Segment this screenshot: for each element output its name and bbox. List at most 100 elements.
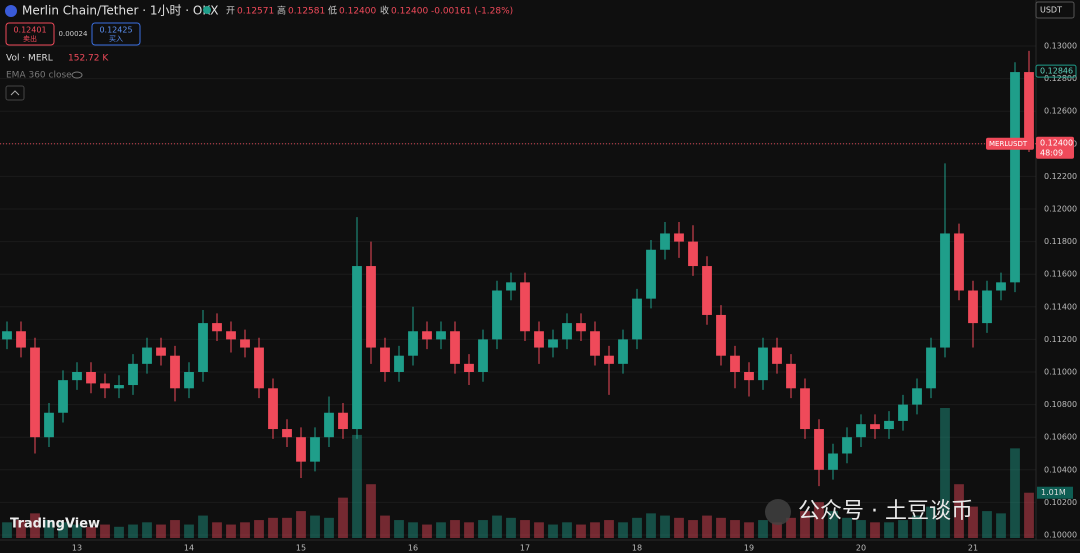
volume-bar xyxy=(772,522,782,538)
volume-bar xyxy=(534,522,544,538)
candle-body xyxy=(940,233,950,348)
volume-bar xyxy=(688,520,698,538)
candle-body xyxy=(380,347,390,372)
volume-bar xyxy=(296,511,306,538)
change-value: -0.00161 (-1.28%) xyxy=(431,7,513,17)
y-tick-label: 0.11800 xyxy=(1044,237,1077,246)
volume-bar xyxy=(590,522,600,538)
candle-body xyxy=(744,372,754,381)
volume-bar xyxy=(16,520,26,538)
volume-bar xyxy=(310,515,320,538)
candle-body xyxy=(2,331,12,340)
y-tick-label: 0.13000 xyxy=(1044,42,1077,51)
candle-body xyxy=(534,331,544,348)
candle-body xyxy=(170,355,180,389)
candle-body xyxy=(16,331,26,348)
x-tick-label: 17 xyxy=(520,544,530,553)
buy-price[interactable]: 0.12425 xyxy=(99,26,132,35)
candle-body xyxy=(856,424,866,438)
buy-button[interactable] xyxy=(91,22,141,46)
volume-bar xyxy=(198,515,208,538)
sell-button[interactable] xyxy=(5,22,55,46)
candle-body xyxy=(254,347,264,389)
candle-body xyxy=(814,429,824,470)
candle-body xyxy=(786,363,796,389)
y-tick-label: 0.12200 xyxy=(1044,172,1077,181)
candle-body xyxy=(296,437,306,462)
sell-price[interactable]: 0.12401 xyxy=(13,26,46,35)
wechat-icon xyxy=(765,499,791,525)
collapse-button[interactable] xyxy=(5,85,25,101)
volume-bar xyxy=(226,524,236,538)
y-tick-label: 0.11200 xyxy=(1044,335,1077,344)
candle-body xyxy=(394,355,404,372)
candle-body xyxy=(548,339,558,348)
candle-body xyxy=(338,412,348,430)
buy-label[interactable]: 买入 xyxy=(109,35,123,43)
volume-bar xyxy=(170,520,180,538)
volume-bar xyxy=(576,524,586,538)
volume-bar xyxy=(716,517,726,538)
volume-bar xyxy=(338,497,348,538)
candle-body xyxy=(996,282,1006,291)
candle-body xyxy=(268,388,278,430)
candle-body xyxy=(198,323,208,372)
candle-body xyxy=(772,347,782,364)
low-label: 低 xyxy=(328,5,337,17)
candle-body xyxy=(800,388,810,430)
volume-bar xyxy=(646,513,656,538)
candle-body xyxy=(324,412,334,438)
candle-body xyxy=(114,385,124,389)
volume-bar xyxy=(324,517,334,538)
candle-body xyxy=(898,404,908,421)
volume-bar xyxy=(422,524,432,538)
volume-bar xyxy=(184,524,194,538)
volume-tag xyxy=(1037,486,1073,499)
volume-bar xyxy=(996,513,1006,538)
candle-body xyxy=(646,249,656,299)
y-tick-label: 0.10200 xyxy=(1044,498,1077,507)
volume-bar xyxy=(114,526,124,538)
volume-bar xyxy=(506,517,516,538)
candle-body xyxy=(730,355,740,372)
volume-bar xyxy=(1024,492,1034,538)
volume-bar xyxy=(744,522,754,538)
eye-icon[interactable] xyxy=(71,71,83,79)
volume-bar xyxy=(100,524,110,538)
y-tick-label: 0.10800 xyxy=(1044,400,1077,409)
volume-bar xyxy=(968,506,978,538)
y-tick-label: 0.12800 xyxy=(1044,74,1077,83)
candle-body xyxy=(982,290,992,324)
currency-box[interactable] xyxy=(1035,1,1075,19)
volume-bar xyxy=(926,506,936,538)
symbol-icon xyxy=(5,5,17,17)
candle-body xyxy=(30,347,40,438)
candle-body xyxy=(58,380,68,413)
volume-bar xyxy=(604,520,614,538)
sell-label[interactable]: 卖出 xyxy=(23,34,37,43)
candle-body xyxy=(100,383,110,389)
x-tick-label: 18 xyxy=(632,544,642,553)
currency[interactable]: USDT xyxy=(1040,6,1062,15)
candle-body xyxy=(912,388,922,405)
volume-bar xyxy=(128,524,138,538)
volume-bar xyxy=(842,517,852,538)
volume-bar xyxy=(72,524,82,538)
volume-bar xyxy=(856,520,866,538)
volume-bar xyxy=(2,522,12,538)
candle-body xyxy=(142,347,152,364)
volume-bar xyxy=(786,517,796,538)
y-tick-label: 0.12600 xyxy=(1044,107,1077,116)
volume-bar xyxy=(436,522,446,538)
candle-body xyxy=(576,323,586,332)
volume-tag-label: 1.01M xyxy=(1041,488,1066,497)
candle-body xyxy=(674,233,684,242)
volume-bar xyxy=(954,484,964,538)
spread: 0.00024 xyxy=(59,30,88,38)
volume-bar xyxy=(450,520,460,538)
candle-body xyxy=(422,331,432,340)
volume-name: Vol · MERL xyxy=(6,54,53,64)
candle-body xyxy=(660,233,670,250)
symbol-tag xyxy=(986,137,1034,150)
